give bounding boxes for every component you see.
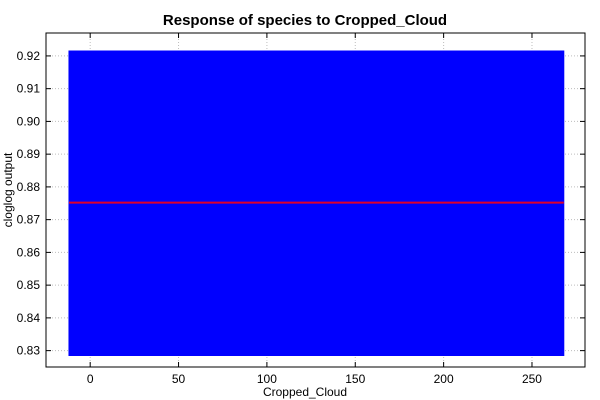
y-tick-label: 0.90 bbox=[17, 114, 41, 128]
y-tick-label: 0.86 bbox=[17, 245, 41, 259]
axes: 0 50 100 150 200 250 0.83 0.84 0.85 0.86 0.87 0.88 0… bbox=[17, 32, 586, 386]
x-tick-label: 250 bbox=[522, 372, 542, 386]
x-tick-label: 150 bbox=[345, 372, 365, 386]
y-tick-label: 0.89 bbox=[17, 147, 41, 161]
y-tick-label: 0.92 bbox=[17, 49, 41, 63]
x-axis-label: Cropped_Cloud bbox=[263, 385, 347, 399]
chart-title: Response of species to Cropped_Cloud bbox=[163, 12, 447, 29]
y-tick-label: 0.88 bbox=[17, 180, 41, 194]
x-tick-label: 200 bbox=[434, 372, 454, 386]
plot-area bbox=[68, 50, 565, 357]
y-tick-label: 0.83 bbox=[17, 344, 41, 358]
y-tick-label: 0.91 bbox=[17, 82, 41, 96]
y-tick-label: 0.84 bbox=[17, 311, 41, 325]
x-tick-label: 50 bbox=[172, 372, 186, 386]
x-tick-label: 0 bbox=[87, 372, 94, 386]
x-tick-label: 100 bbox=[257, 372, 277, 386]
y-axis-label: cloglog output bbox=[1, 152, 15, 227]
plot-frame bbox=[45, 32, 586, 368]
y-tick-label: 0.85 bbox=[17, 278, 41, 292]
y-tick-label: 0.87 bbox=[17, 213, 41, 227]
